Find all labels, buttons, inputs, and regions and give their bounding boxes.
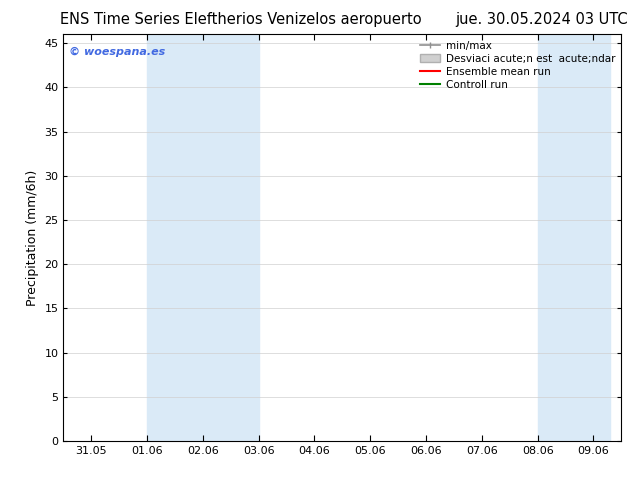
Y-axis label: Precipitation (mm/6h): Precipitation (mm/6h): [26, 170, 39, 306]
Text: © woespana.es: © woespana.es: [69, 47, 165, 56]
Legend: min/max, Desviaci acute;n est  acute;ndar, Ensemble mean run, Controll run: min/max, Desviaci acute;n est acute;ndar…: [415, 36, 619, 94]
Bar: [538, 34, 610, 441]
Bar: [147, 34, 259, 441]
Text: ENS Time Series Eleftherios Venizelos aeropuerto: ENS Time Series Eleftherios Venizelos ae…: [60, 12, 422, 27]
Text: jue. 30.05.2024 03 UTC: jue. 30.05.2024 03 UTC: [455, 12, 628, 27]
